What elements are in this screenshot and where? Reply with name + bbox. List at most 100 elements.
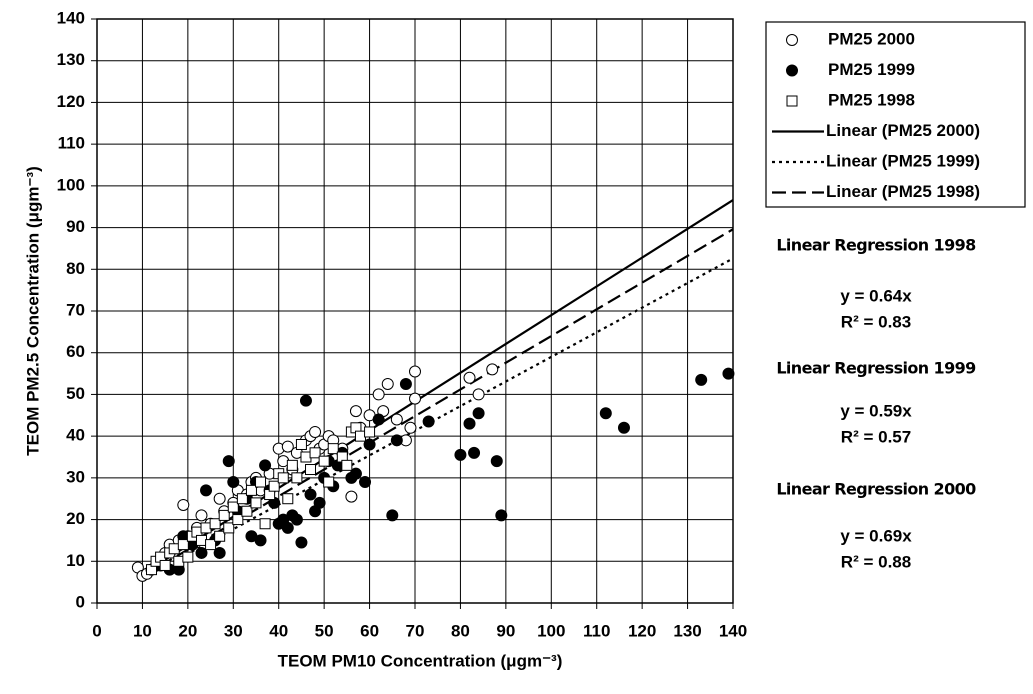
data-point [259, 518, 271, 530]
x-tick-label: 20 [178, 621, 197, 640]
y-tick-label: 80 [66, 259, 85, 278]
x-tick-label: 90 [496, 621, 515, 640]
data-point [381, 378, 394, 390]
data-point [195, 546, 208, 559]
data-point [195, 509, 208, 522]
data-point [290, 513, 303, 526]
legend-marker [786, 95, 798, 107]
legend-marker [786, 64, 798, 77]
x-tick-label: 120 [628, 621, 656, 640]
data-point [313, 496, 326, 509]
data-point [227, 501, 239, 513]
data-point [300, 451, 312, 463]
data-point [232, 514, 244, 526]
annotation: R² = 0.83 [841, 312, 911, 331]
data-point [173, 555, 185, 567]
y-tick-label: 20 [66, 509, 85, 528]
data-point [495, 509, 508, 522]
data-point [286, 459, 298, 471]
legend-label: PM25 1999 [828, 60, 915, 79]
data-point [254, 534, 267, 547]
data-point [349, 405, 362, 418]
data-point [200, 484, 213, 497]
data-point [213, 546, 226, 559]
data-point [486, 363, 499, 376]
data-point [372, 413, 385, 426]
annotation: R² = 0.88 [841, 552, 911, 571]
data-point [259, 459, 272, 472]
y-tick-label: 100 [57, 175, 85, 194]
legend-box [765, 21, 1026, 208]
data-point [409, 392, 421, 405]
x-tick-label: 30 [224, 621, 243, 640]
y-tick-label: 110 [58, 134, 85, 153]
data-point [468, 446, 481, 459]
annotation: R² = 0.57 [841, 427, 911, 446]
data-point [472, 388, 485, 401]
data-point [722, 367, 735, 380]
data-point [213, 492, 226, 505]
data-point [177, 539, 189, 551]
x-tick-label: 130 [673, 621, 701, 640]
legend-label: Linear (PM25 2000) [826, 121, 980, 140]
data-point [305, 464, 317, 476]
data-point [218, 509, 230, 521]
annotation: y = 0.69x [840, 526, 912, 545]
data-point [695, 373, 708, 386]
data-point [409, 365, 421, 378]
data-point [490, 455, 503, 468]
y-tick-label: 130 [57, 50, 85, 69]
data-point [268, 480, 280, 492]
annotation: Linear Regression 1999 [776, 359, 976, 378]
data-point [390, 413, 403, 426]
x-tick-label: 100 [537, 621, 565, 640]
annotation: Linear Regression 2000 [776, 480, 976, 499]
data-point [177, 498, 190, 511]
data-point [182, 551, 194, 563]
data-point [463, 417, 476, 430]
data-point [354, 430, 366, 442]
data-point [295, 536, 308, 549]
x-tick-label: 50 [315, 621, 334, 640]
data-point [299, 394, 312, 407]
data-point [227, 476, 240, 489]
data-point [349, 467, 362, 480]
data-point [159, 559, 171, 571]
annotation: y = 0.64x [840, 286, 912, 305]
data-point [255, 476, 267, 488]
data-point [463, 371, 476, 384]
data-point [241, 505, 253, 517]
data-point [309, 447, 321, 459]
data-point [472, 407, 485, 420]
y-axis-title: TEOM PM2.5 Concentration (μgm⁻³) [23, 166, 42, 456]
x-tick-label: 110 [583, 621, 610, 640]
x-tick-label: 80 [451, 621, 470, 640]
data-point [214, 530, 226, 542]
data-point [236, 493, 248, 505]
data-point [223, 522, 235, 534]
y-tick-label: 30 [66, 467, 85, 486]
legend-label: Linear (PM25 1998) [826, 182, 980, 201]
data-point [327, 443, 339, 455]
data-point [281, 440, 294, 453]
y-tick-label: 70 [66, 300, 85, 319]
plot-border [96, 18, 734, 604]
data-point [323, 476, 335, 488]
data-point [390, 434, 403, 447]
data-point [282, 493, 294, 505]
y-tick-label: 10 [66, 551, 85, 570]
data-point [422, 415, 435, 428]
data-point [341, 459, 353, 471]
legend-label: Linear (PM25 1999) [826, 151, 980, 170]
x-tick-label: 40 [269, 621, 288, 640]
data-point [318, 455, 330, 467]
data-point [245, 484, 257, 496]
data-point [404, 421, 417, 434]
y-tick-label: 120 [57, 92, 85, 111]
x-tick-label: 0 [92, 621, 101, 640]
data-point [277, 472, 289, 484]
data-point [200, 522, 212, 534]
data-point [250, 497, 262, 509]
data-point [304, 488, 317, 501]
